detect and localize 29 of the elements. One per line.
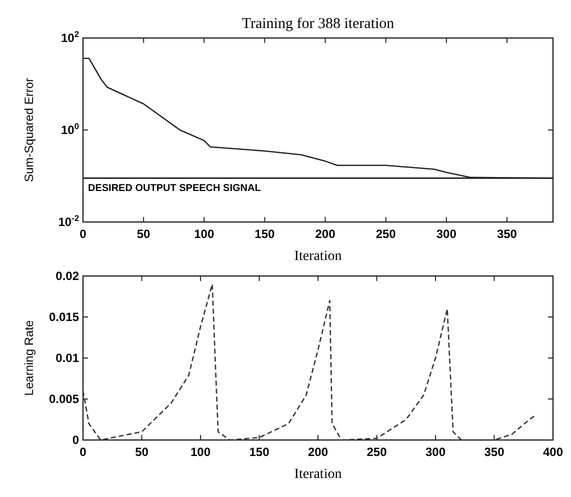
x-axis-title: Iteration — [294, 467, 342, 482]
y-tick-label: 0.02 — [56, 269, 80, 283]
y-tick-label: 10$^{2}$ — [60, 29, 80, 45]
x-tick-label: 400 — [542, 445, 564, 459]
x-tick-label: 100 — [194, 227, 214, 241]
y-tick-label: 10$^{-2}$ — [58, 213, 80, 229]
x-tick-label: 200 — [308, 445, 328, 459]
x-tick-label: 50 — [136, 227, 151, 241]
x-tick-label: 300 — [425, 445, 446, 459]
y-tick-label: 0.01 — [56, 351, 80, 365]
x-tick-label: 150 — [254, 227, 276, 241]
y-tick-label: 0.005 — [48, 392, 80, 406]
y-tick-label: 0.015 — [48, 310, 80, 324]
x-tick-label: 350 — [496, 227, 518, 241]
x-tick-label: 100 — [190, 445, 211, 459]
ref-line-label: DESIRED OUTPUT SPEECH SIGNAL — [88, 183, 261, 194]
chart-title: Training for 388 iteration — [242, 16, 395, 32]
x-tick-label: 150 — [249, 445, 270, 459]
y-axis-title: Learning Rate — [22, 320, 36, 396]
y-tick-label: 10$^{0}$ — [60, 121, 80, 137]
x-tick-label: 50 — [135, 445, 149, 459]
x-tick-label: 250 — [366, 445, 388, 459]
y-axis-title: Sum-Squared Error — [22, 78, 36, 182]
x-tick-label: 200 — [315, 227, 336, 241]
x-tick-label: 350 — [484, 445, 505, 459]
x-axis-title: Iteration — [294, 249, 342, 264]
x-tick-label: 250 — [376, 227, 396, 241]
y-tick-label: 0 — [72, 433, 80, 447]
x-tick-label: 300 — [436, 227, 457, 241]
